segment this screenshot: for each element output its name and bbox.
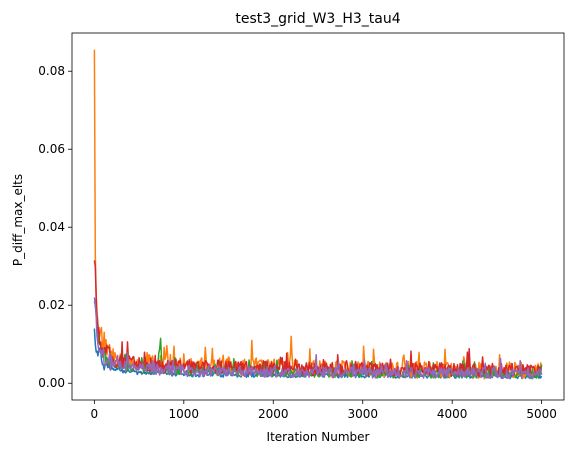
x-tick-label: 1000 <box>169 407 200 421</box>
x-tick-label: 0 <box>91 407 99 421</box>
y-axis-label: P_diff_max_elts <box>11 174 25 266</box>
x-tick-label: 5000 <box>526 407 557 421</box>
series-line-5 <box>93 297 543 380</box>
chart-title: test3_grid_W3_H3_tau4 <box>235 11 400 27</box>
y-tick-label: 0.00 <box>38 376 65 390</box>
x-axis-label: Iteration Number <box>267 430 370 444</box>
axes-layer: 0 1000 2000 3000 4000 5000 0.00 0.02 0.04 0.06 0.0… <box>38 32 565 421</box>
x-tick-label: 2000 <box>258 407 289 421</box>
y-tick-label: 0.06 <box>38 142 65 156</box>
y-tick-label: 0.02 <box>38 298 65 312</box>
x-tick-label: 3000 <box>347 407 378 421</box>
axes-frame <box>71 32 565 401</box>
series-layer <box>93 49 543 380</box>
x-tick-label: 4000 <box>437 407 468 421</box>
y-tick-label: 0.08 <box>38 64 65 78</box>
y-tick-label: 0.04 <box>38 220 65 234</box>
